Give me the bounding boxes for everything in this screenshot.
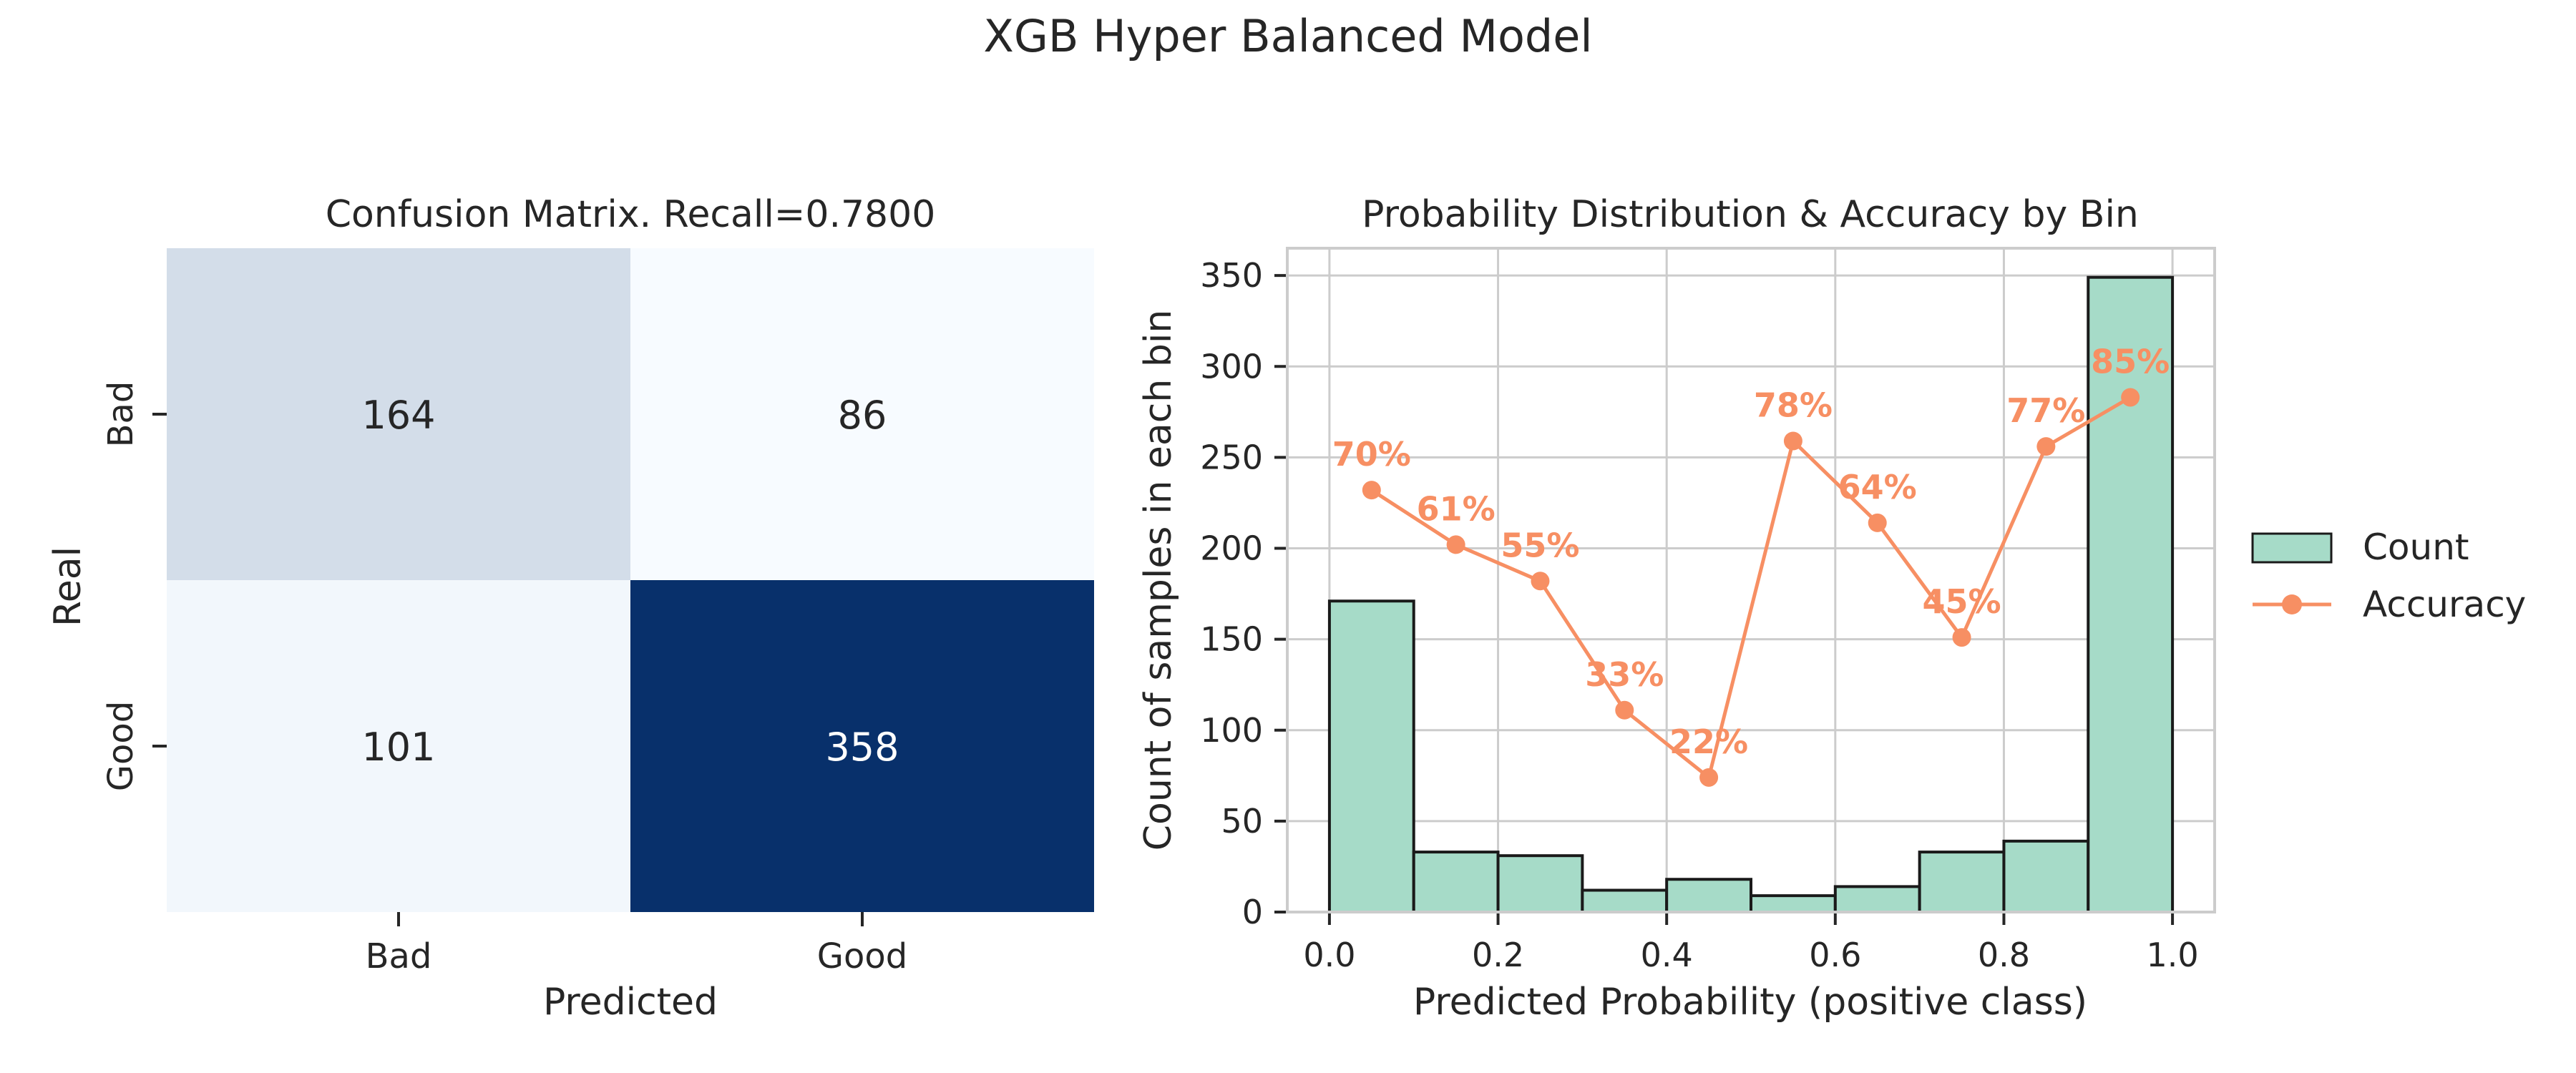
cm-cell xyxy=(630,580,1094,912)
hist-bars xyxy=(1327,275,2175,914)
cm-xlabel: Predicted xyxy=(543,981,718,1024)
accuracy-label: 64% xyxy=(1838,468,1917,506)
hist-ticks: 0.0 0.2 0.4 0.6 0.8 1.0 0 50 100 150 200 250 300 350 xyxy=(1200,256,2198,974)
accuracy-label: 70% xyxy=(1332,435,1411,474)
accuracy-label: 45% xyxy=(1922,582,2001,621)
accuracy-label: 61% xyxy=(1417,489,1496,528)
cm-cell xyxy=(630,248,1094,580)
y-tick-label: 50 xyxy=(1221,802,1263,841)
accuracy-point xyxy=(1362,481,1381,500)
y-tick-label: 200 xyxy=(1200,529,1263,568)
cm-cell xyxy=(167,580,630,912)
accuracy-label: 78% xyxy=(1754,386,1833,425)
hist-bar xyxy=(1412,851,1500,913)
hist-title: Probability Distribution & Accuracy by B… xyxy=(1362,193,2139,236)
cm-ticks: Bad Good Bad Good xyxy=(101,381,907,976)
accuracy-point xyxy=(1699,768,1719,787)
cm-cell-value: 101 xyxy=(361,725,435,770)
cm-cells: 164 86 101 358 xyxy=(167,248,1094,912)
cm-y-tick-label: Bad xyxy=(101,381,141,448)
x-tick-label: 0.4 xyxy=(1641,936,1693,974)
confusion-matrix: Confusion Matrix. Recall=0.7800 164 86 101… xyxy=(47,193,1094,1024)
hist-bar xyxy=(1496,854,1584,914)
x-tick-label: 0.2 xyxy=(1472,936,1524,974)
legend-count-swatch xyxy=(2251,532,2333,564)
x-tick-label: 0.8 xyxy=(1978,936,2030,974)
y-tick-label: 150 xyxy=(1200,620,1263,659)
y-tick-label: 300 xyxy=(1200,347,1263,386)
cm-title: Confusion Matrix. Recall=0.7800 xyxy=(326,193,936,236)
hist-bar xyxy=(1327,599,1415,913)
hist-bar xyxy=(1665,878,1753,913)
legend-count-label: Count xyxy=(2363,526,2469,568)
accuracy-point xyxy=(1783,431,1802,451)
hist-xlabel: Predicted Probability (positive class) xyxy=(1413,981,2087,1024)
y-tick-label: 0 xyxy=(1242,893,1263,931)
accuracy-point xyxy=(2036,437,2056,456)
accuracy-point xyxy=(1446,535,1465,554)
accuracy-line: 70%61%55% 33%22% 78% 64% 45% 77%85% xyxy=(1332,342,2170,787)
accuracy-point xyxy=(2121,388,2140,407)
cm-ylabel: Real xyxy=(47,547,89,627)
y-tick-label: 250 xyxy=(1200,438,1263,476)
hist-bar xyxy=(1833,885,1921,914)
y-tick-label: 100 xyxy=(1200,711,1263,750)
hist-ylabel: Count of samples in each bin xyxy=(1137,310,1180,851)
legend-accuracy-label: Accuracy xyxy=(2363,584,2526,625)
cm-cell xyxy=(167,248,630,580)
accuracy-point xyxy=(1952,628,1971,647)
accuracy-label: 85% xyxy=(2091,342,2170,381)
x-tick-label: 1.0 xyxy=(2147,936,2199,974)
y-tick-label: 350 xyxy=(1200,256,1263,295)
accuracy-label: 55% xyxy=(1501,526,1579,564)
accuracy-label: 77% xyxy=(2006,391,2085,430)
accuracy-point xyxy=(1531,572,1550,591)
legend-accuracy-marker xyxy=(2282,594,2302,614)
cm-cell-value: 86 xyxy=(838,393,887,438)
x-tick-label: 0.0 xyxy=(1303,936,1355,974)
accuracy-polyline xyxy=(1370,396,2132,781)
accuracy-label: 22% xyxy=(1669,722,1748,761)
accuracy-point xyxy=(1615,700,1634,720)
cm-cell-value: 164 xyxy=(361,393,435,438)
accuracy-point xyxy=(1868,513,1887,532)
cm-x-tick-label: Good xyxy=(817,936,907,976)
cm-y-tick-label: Good xyxy=(101,701,141,791)
cm-cell-value: 358 xyxy=(825,725,899,770)
legend: Count Accuracy xyxy=(2251,526,2526,625)
hist-bar xyxy=(2002,839,2090,914)
hist-grid xyxy=(1287,248,2215,913)
hist-bar xyxy=(1750,894,1837,913)
accuracy-label: 33% xyxy=(1585,655,1664,694)
histogram-chart: Probability Distribution & Accuracy by B… xyxy=(1137,193,2216,1024)
hist-bar xyxy=(2087,275,2175,913)
x-tick-label: 0.6 xyxy=(1809,936,1861,974)
hist-plot-frame xyxy=(1286,247,2216,913)
cm-x-tick-label: Bad xyxy=(366,936,432,976)
hist-bar xyxy=(1581,888,1669,913)
hist-bar xyxy=(1918,851,2006,913)
figure-title: XGB Hyper Balanced Model xyxy=(983,10,1592,62)
